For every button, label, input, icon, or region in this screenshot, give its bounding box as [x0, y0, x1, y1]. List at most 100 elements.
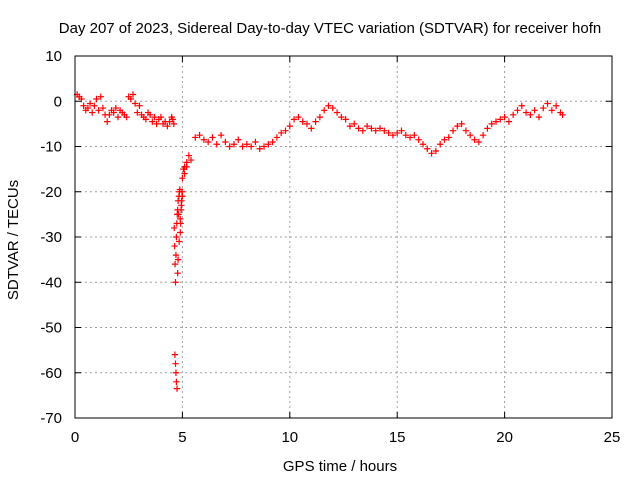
data-point: [185, 152, 193, 159]
data-point: [389, 131, 397, 139]
data-point: [411, 131, 418, 139]
data-point: [475, 138, 483, 146]
data-point: [78, 95, 85, 103]
data-point: [368, 125, 375, 132]
data-point: [419, 141, 427, 148]
data-point: [153, 120, 160, 128]
data-point: [325, 102, 332, 109]
data-point: [458, 120, 465, 128]
data-point: [428, 150, 435, 157]
data-point: [381, 127, 388, 134]
y-tick-label: -30: [40, 229, 62, 246]
plot-frame: [74, 55, 613, 419]
data-point: [200, 136, 208, 143]
data-point: [355, 125, 362, 132]
data-point: [535, 113, 543, 121]
data-point: [196, 131, 203, 139]
data-point: [84, 104, 92, 112]
data-point: [385, 129, 392, 137]
data-point: [171, 224, 178, 232]
data-point: [467, 131, 474, 139]
data-point: [169, 116, 176, 123]
data-point: [295, 113, 302, 121]
data-point: [527, 111, 534, 119]
x-tick-label: 10: [281, 429, 298, 446]
data-point: [484, 125, 491, 132]
data-point: [172, 369, 180, 376]
data-point: [235, 136, 242, 143]
data-point: [226, 143, 233, 150]
data-point: [282, 127, 289, 134]
data-point: [265, 141, 272, 148]
data-point: [97, 93, 104, 100]
data-point: [505, 118, 513, 125]
data-point: [142, 116, 150, 123]
data-point: [312, 118, 319, 125]
data-point: [398, 127, 405, 134]
data-point: [149, 118, 156, 125]
data-point: [95, 107, 102, 114]
x-tick-label: 15: [389, 429, 406, 446]
data-point: [415, 136, 422, 143]
data-point: [278, 129, 285, 137]
data-point: [222, 138, 229, 146]
data-point: [179, 174, 186, 182]
data-point: [273, 134, 281, 141]
data-point: [170, 120, 178, 128]
data-point: [173, 233, 180, 241]
data-point: [290, 116, 298, 123]
data-point: [333, 109, 341, 116]
x-axis-title: GPS time / hours: [283, 458, 397, 475]
data-point: [177, 229, 184, 236]
data-point: [123, 113, 130, 121]
data-point: [146, 111, 154, 119]
y-tick-label: -10: [40, 139, 62, 156]
data-series: [73, 91, 566, 392]
data-point: [166, 118, 173, 125]
data-point: [80, 102, 87, 109]
data-point: [359, 127, 367, 134]
data-point: [239, 143, 246, 150]
data-point: [129, 91, 137, 98]
data-point: [479, 131, 487, 139]
data-point: [256, 145, 263, 152]
data-point: [181, 170, 188, 177]
data-point: [372, 127, 379, 134]
data-point: [175, 238, 183, 245]
data-point: [454, 122, 461, 130]
data-point: [110, 109, 117, 116]
data-point: [173, 385, 181, 392]
data-point: [217, 131, 225, 139]
data-point: [104, 118, 111, 125]
data-point: [497, 116, 504, 123]
data-point: [286, 122, 293, 130]
x-tick-label: 25: [604, 429, 621, 446]
data-point: [172, 279, 179, 286]
data-point: [175, 211, 182, 218]
data-point: [559, 111, 566, 119]
data-point: [269, 138, 276, 146]
data-point: [171, 351, 179, 358]
data-point: [514, 107, 521, 114]
data-point: [488, 120, 495, 128]
data-point: [552, 102, 560, 109]
data-point: [157, 113, 165, 121]
data-point: [338, 113, 345, 121]
x-tick-label: 0: [71, 429, 79, 446]
data-point: [171, 260, 179, 268]
data-point: [432, 147, 440, 155]
data-point: [342, 116, 349, 123]
data-point: [445, 134, 452, 141]
data-point: [406, 134, 414, 141]
data-point: [518, 102, 525, 109]
data-point: [441, 136, 448, 143]
data-point: [471, 136, 478, 143]
data-point: [187, 156, 195, 164]
chart-title: Day 207 of 2023, Sidereal Day-to-day VTE…: [59, 20, 601, 37]
data-point: [99, 104, 107, 112]
data-point: [501, 113, 508, 121]
data-point: [351, 120, 358, 128]
data-point: [204, 138, 212, 146]
data-point: [213, 141, 220, 148]
